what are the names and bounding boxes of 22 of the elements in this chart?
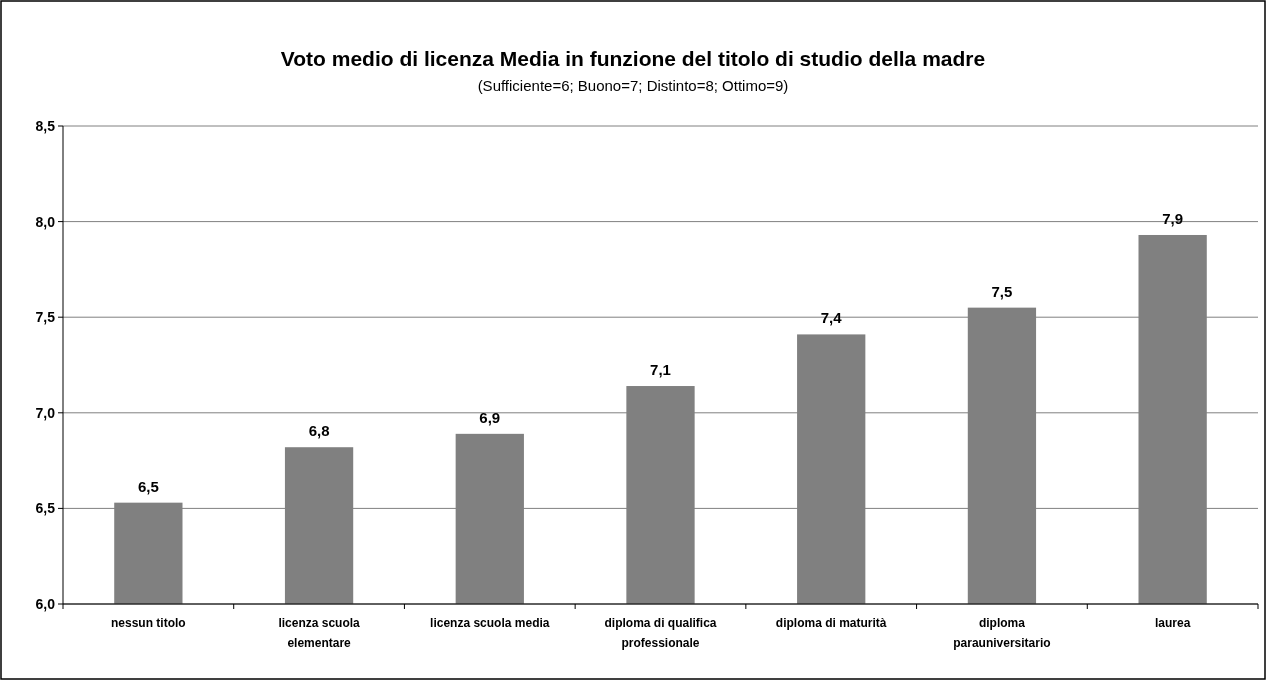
x-tick-label: nessun titolo [111,616,186,630]
y-tick-label: 6,0 [35,595,56,612]
data-label: 7,1 [650,361,671,379]
y-tick-label: 7,0 [35,404,56,421]
x-tick-label: diploma parauniversitario [953,616,1051,650]
y-tick-label: 8,5 [35,117,56,134]
x-tick-label: licenza scuola elementare [278,616,361,650]
x-tick-label: laurea [1154,616,1191,630]
data-label: 7,9 [1162,209,1184,227]
x-tick-label: licenza scuola media [430,616,550,630]
data-label: 7,4 [820,309,843,327]
data-label: 6,5 [137,477,159,495]
y-tick-label: 7,5 [35,309,56,326]
chart-subtitle: (Sufficiente=6; Buono=7; Distinto=8; Ottimo=9) [477,77,789,94]
y-tick-label: 6,5 [35,500,56,517]
data-label: 6,8 [308,422,330,440]
x-tick-label: diploma di maturità [775,616,887,630]
data-label: 7,5 [991,282,1013,300]
x-tick-label: diploma di qualifica professionale [604,616,717,650]
data-label: 6,9 [479,408,501,426]
y-tick-label: 8,0 [35,213,56,230]
chart-title: Voto medio di licenza Media in funzione del titolo di studio della madre [280,47,986,70]
